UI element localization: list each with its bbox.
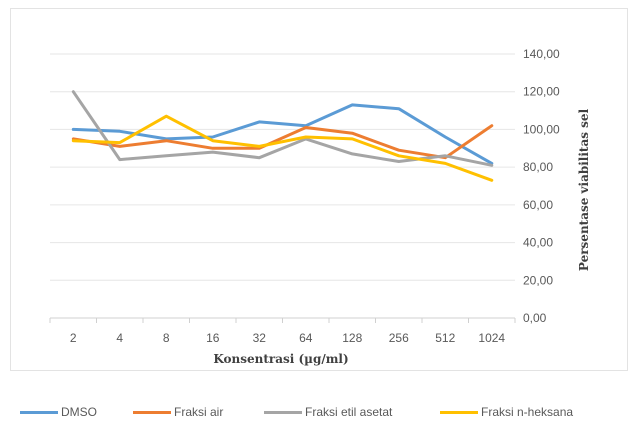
legend-label-dmso: DMSO (61, 405, 97, 419)
legend-item-fraksi-air: Fraksi air (133, 400, 223, 424)
y-tick-label: 120,00 (523, 85, 560, 99)
legend-item-dmso: DMSO (20, 400, 97, 424)
y-tick-label: 100,00 (523, 122, 560, 136)
x-tick-labels: 2 4 8 16 32 64 128 256 512 1024 (70, 331, 506, 345)
legend-item-fraksi-etil-asetat: Fraksi etil asetat (264, 400, 392, 424)
x-tick-label: 256 (389, 331, 409, 345)
series-line-fraksi-n-heksana (71, 114, 494, 182)
y-tick-label: 80,00 (523, 160, 553, 174)
x-tick-label: 8 (163, 331, 170, 345)
series-line-dmso (71, 103, 494, 165)
series-lines (71, 90, 494, 182)
y-tick-labels: 0,00 20,00 40,00 60,00 80,00 100,00 120,00 140,… (523, 47, 560, 325)
legend-swatch-fraksi-etil-asetat (264, 410, 302, 414)
y-tick-label: 20,00 (523, 273, 553, 287)
legend-swatch-dmso (20, 410, 58, 414)
y-tick-label: 40,00 (523, 236, 553, 250)
legend-label-fraksi-air: Fraksi air (174, 405, 224, 419)
legend-swatch-fraksi-air (133, 410, 171, 414)
x-tick-label: 2 (70, 331, 77, 345)
x-tick-label: 64 (299, 331, 313, 345)
x-tick-label: 4 (116, 331, 123, 345)
x-tick-label: 32 (253, 331, 267, 345)
x-axis-title: Konsentrasi (µg/ml) (213, 352, 348, 366)
legend-swatch-fraksi-n-heksana (440, 410, 478, 414)
y-axis-title: Persentase viabilitas sel (577, 108, 591, 271)
x-tick-label: 16 (206, 331, 220, 345)
legend-label-fraksi-n-heksana: Fraksi n-heksana (481, 405, 574, 419)
y-tick-label: 0,00 (523, 311, 547, 325)
chart-area (10, 8, 628, 371)
legend: DMSO Fraksi air Fraksi etil asetat Fraks… (0, 400, 640, 424)
x-tick-label: 128 (342, 331, 362, 345)
line-chart: 2 4 8 16 32 64 128 256 512 1024 0,00 20,00 40,00 60,… (49, 47, 591, 366)
y-tick-label: 60,00 (523, 198, 553, 212)
series-line-fraksi-air (71, 124, 494, 160)
legend-item-fraksi-n-heksana: Fraksi n-heksana (440, 400, 573, 424)
x-tick-label: 512 (435, 331, 455, 345)
gridlines (49, 53, 516, 323)
y-tick-label: 140,00 (523, 47, 560, 61)
x-tick-label: 1024 (478, 331, 505, 345)
legend-label-fraksi-etil-asetat: Fraksi etil asetat (305, 405, 393, 419)
